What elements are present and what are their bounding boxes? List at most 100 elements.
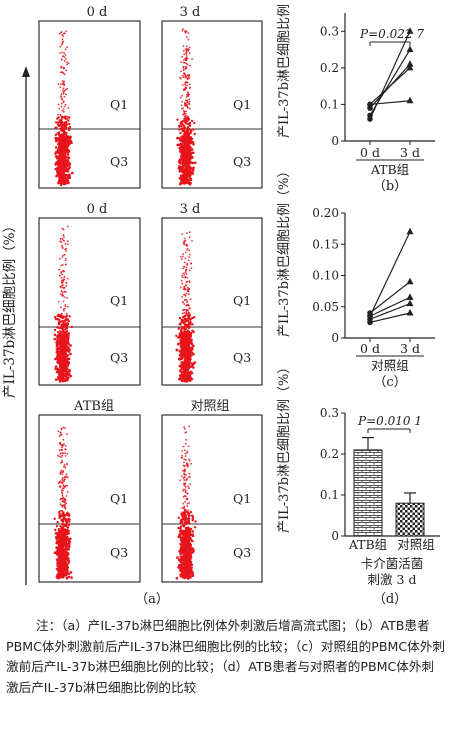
flow-dot bbox=[56, 137, 59, 141]
flow-dot bbox=[60, 510, 63, 512]
flow-dot bbox=[68, 518, 71, 521]
flow-dot bbox=[64, 445, 67, 447]
flow-dot bbox=[66, 115, 69, 118]
flow-dot bbox=[54, 152, 57, 155]
flow-dot bbox=[63, 307, 66, 310]
flow-dot bbox=[63, 515, 66, 518]
flow-dot bbox=[61, 244, 63, 247]
flow-dot bbox=[64, 242, 67, 245]
flow-dot bbox=[185, 312, 188, 315]
flow-dot bbox=[53, 517, 56, 520]
flow-dot bbox=[64, 291, 67, 293]
flow-dot bbox=[67, 532, 70, 535]
flow-plot-row1-right: Q1 Q3 bbox=[161, 20, 263, 189]
caption-line: 淋巴细胞比例的比较 bbox=[82, 679, 197, 695]
flow-dot bbox=[183, 473, 186, 476]
flow-dot bbox=[57, 430, 60, 433]
flow-dot bbox=[62, 352, 66, 356]
flow-dot bbox=[187, 76, 190, 78]
flow-dot bbox=[64, 115, 67, 117]
flow-dot bbox=[190, 514, 194, 517]
flow-dot bbox=[184, 294, 187, 297]
flow-dot bbox=[58, 169, 62, 173]
flow-dot bbox=[68, 116, 71, 119]
flow-dot bbox=[185, 342, 189, 346]
flow-dot bbox=[63, 59, 66, 62]
flow-dot bbox=[180, 143, 184, 146]
flow-dot bbox=[189, 64, 192, 67]
flow-dot bbox=[186, 122, 189, 126]
flow-dot bbox=[177, 327, 180, 330]
flow-dot bbox=[56, 117, 59, 120]
flow-dot bbox=[180, 104, 183, 107]
flow-dot bbox=[177, 566, 180, 569]
flow-dot bbox=[184, 572, 188, 576]
flow-dot bbox=[60, 93, 63, 96]
flow-dot bbox=[186, 264, 189, 266]
flow-dot bbox=[191, 172, 195, 175]
flow-dot-cloud bbox=[54, 30, 74, 186]
flow-dot bbox=[184, 550, 188, 553]
flow-dot bbox=[56, 353, 60, 357]
quadrant-label-q3: Q3 bbox=[110, 545, 128, 560]
flow-dot bbox=[65, 361, 68, 365]
flow-dot bbox=[59, 293, 62, 296]
flow-dot bbox=[183, 322, 186, 326]
flow-dot bbox=[66, 376, 70, 379]
flow-dot bbox=[184, 508, 187, 511]
flow-dot bbox=[184, 569, 187, 572]
bar bbox=[395, 502, 425, 537]
flow-dot bbox=[186, 552, 190, 555]
flow-dot bbox=[185, 314, 188, 316]
flow-dot bbox=[182, 137, 185, 140]
flow-dot bbox=[186, 171, 189, 175]
flow-dot bbox=[177, 143, 181, 147]
flow-dot bbox=[183, 59, 185, 61]
flow-dot bbox=[63, 136, 66, 139]
flow-dot bbox=[60, 449, 63, 451]
flow-dot bbox=[184, 431, 187, 434]
flow-dot bbox=[181, 100, 184, 103]
flow-dot bbox=[56, 521, 59, 524]
flow-dot bbox=[185, 158, 189, 162]
flow-dot bbox=[61, 294, 64, 297]
flow-dot bbox=[189, 548, 193, 551]
flow-dot bbox=[61, 487, 64, 490]
flow-dot bbox=[186, 505, 189, 508]
flow-dot bbox=[181, 571, 184, 575]
flow-dot bbox=[184, 30, 186, 33]
flow-dot bbox=[191, 574, 195, 577]
flow-dot bbox=[183, 576, 187, 580]
flow-dot bbox=[65, 131, 68, 135]
flow-dot bbox=[187, 476, 190, 478]
flow-dot bbox=[184, 117, 186, 120]
flow-dot bbox=[62, 83, 64, 85]
flow-dot bbox=[184, 31, 187, 34]
flow-dot bbox=[58, 449, 61, 452]
flow-dot bbox=[64, 532, 67, 536]
flow-dot bbox=[193, 526, 197, 529]
flow-dot bbox=[181, 276, 184, 279]
flow-dot bbox=[61, 127, 65, 130]
flow-dot bbox=[181, 84, 184, 86]
figure: 产IL-37b淋巴细胞比例（%） 0 d 3 d Q1 Q3 Q1 Q3 0 d… bbox=[2, 0, 440, 607]
flow-dot bbox=[180, 538, 184, 541]
flow-dot bbox=[55, 317, 58, 321]
flow-dot bbox=[184, 86, 187, 89]
flow-dot bbox=[60, 481, 63, 484]
flow-dot bbox=[59, 113, 62, 116]
flow-dot bbox=[175, 348, 179, 352]
flow-dot bbox=[188, 269, 191, 272]
flow-dot bbox=[62, 87, 65, 90]
flow-dot bbox=[185, 115, 188, 117]
flow-dot bbox=[63, 95, 66, 98]
flow-dot bbox=[185, 30, 188, 32]
flow-dot bbox=[179, 479, 182, 481]
flow-dot bbox=[182, 559, 185, 562]
flow-dot bbox=[66, 117, 69, 120]
flow-dot bbox=[66, 463, 69, 466]
flow-dot bbox=[56, 573, 59, 577]
flow-dot bbox=[183, 88, 186, 90]
caption-line: （b）ATB患者PBMC体外刺激前后产IL-37b淋巴细胞比例的比 bbox=[6, 618, 430, 654]
flow-dot bbox=[184, 288, 187, 291]
